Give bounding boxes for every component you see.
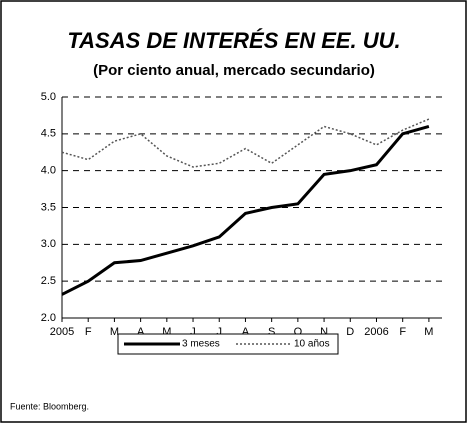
chart-title: TASAS DE INTERÉS EN EE. UU. bbox=[67, 28, 400, 53]
x-tick-label: M bbox=[110, 326, 119, 338]
x-tick-label: A bbox=[137, 326, 145, 338]
x-tick-label: S bbox=[268, 326, 275, 338]
x-tick-label: N bbox=[320, 326, 328, 338]
y-tick-label: 3.5 bbox=[41, 201, 56, 213]
source: Fuente: Bloomberg. bbox=[10, 401, 89, 411]
y-tick-label: 2.0 bbox=[41, 312, 56, 324]
x-tick-label: O bbox=[294, 326, 303, 338]
x-tick-label: A bbox=[242, 326, 250, 338]
y-tick-label: 3.0 bbox=[41, 238, 56, 250]
legend-box bbox=[117, 333, 339, 355]
x-tick-label: J bbox=[190, 326, 196, 338]
series-line bbox=[61, 125, 430, 296]
x-tick-label: F bbox=[399, 326, 406, 338]
x-tick-label: 2005 bbox=[50, 326, 74, 338]
y-tick-label: 2.5 bbox=[41, 275, 56, 287]
x-tick-label: J bbox=[216, 326, 222, 338]
y-tick-label: 5.0 bbox=[41, 91, 56, 103]
legend-label: 3 meses bbox=[182, 339, 220, 350]
chart-subtitle: (Por ciento anual, mercado secundario) bbox=[93, 62, 375, 79]
y-tick-label: 4.5 bbox=[41, 128, 56, 140]
x-tick-label: F bbox=[85, 326, 92, 338]
legend-label: 10 años bbox=[294, 339, 330, 350]
x-tick-label: 2006 bbox=[364, 326, 388, 338]
x-tick-label: D bbox=[346, 326, 354, 338]
x-tick-label: M bbox=[424, 326, 433, 338]
x-tick-label: M bbox=[162, 326, 171, 338]
y-tick-label: 4.0 bbox=[41, 165, 56, 177]
series-line bbox=[61, 118, 430, 168]
